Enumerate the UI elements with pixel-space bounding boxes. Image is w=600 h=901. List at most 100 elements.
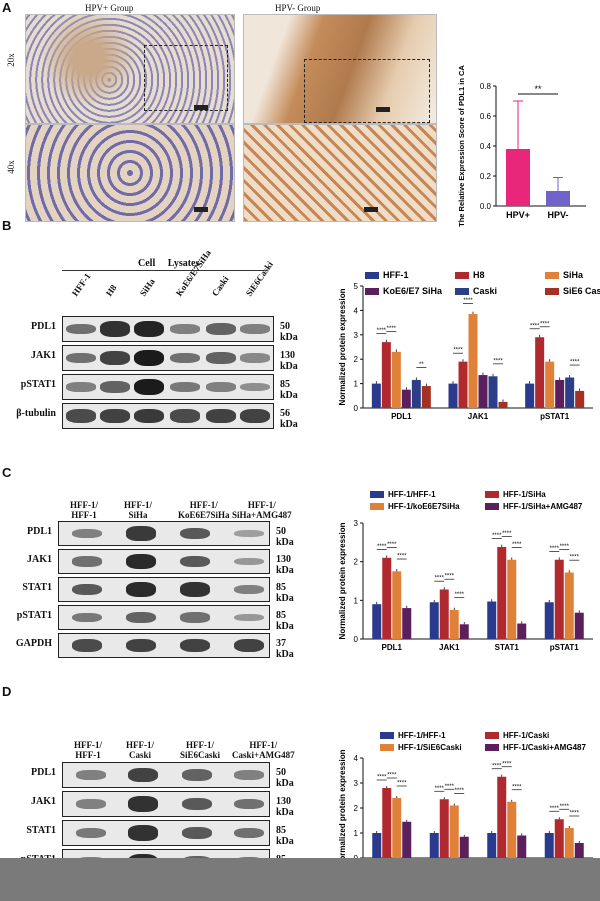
bar-JAK1-1 [439, 589, 449, 639]
bar-pSTAT1-4 [565, 377, 575, 408]
blot-band [72, 528, 102, 539]
x-tick-label: STAT1 [495, 643, 520, 652]
significance-label: **** [512, 784, 522, 790]
significance-label: **** [570, 360, 580, 366]
bar-JAK1-2 [449, 610, 459, 639]
x-tick-label: pSTAT1 [550, 643, 580, 652]
scale-bar [194, 207, 208, 212]
y-tick-label: 5 [354, 282, 359, 291]
blot-band [182, 769, 212, 781]
legend-label: SiE6 Caski [563, 286, 600, 296]
bar-JAK1-2 [449, 805, 459, 858]
bar-STAT1-0 [487, 833, 497, 858]
y-tick-label: 2 [354, 558, 359, 567]
bar-pSTAT1-0 [544, 833, 554, 858]
cell-lysates-title: Cell Lysates [138, 258, 200, 269]
lane-label: HFF-1/ SiE6Caski [180, 740, 221, 760]
blot-band [100, 408, 130, 424]
y-tick-label: 0 [354, 404, 359, 413]
significance-label: **** [455, 788, 465, 794]
panel-letter-c: C [2, 465, 12, 480]
blot-band [180, 582, 210, 597]
blot-band [206, 408, 236, 424]
lane-label: HFF-1/ SiHa [124, 500, 152, 520]
blot-kda-label: 130 kDa [276, 796, 294, 818]
blot-band [76, 799, 106, 809]
micrograph-hpv-neg-20x [243, 14, 437, 124]
legend-label: KoE6/E7 SiHa [383, 286, 443, 296]
micrograph-hpv-neg-40x [243, 124, 437, 222]
blot-band [126, 611, 156, 624]
blot-band [240, 408, 270, 424]
blot-band [234, 638, 264, 653]
y-axis-label: Normalized protein expression [338, 749, 347, 866]
blot-band [128, 825, 158, 841]
bar-JAK1-3 [478, 375, 488, 408]
chart-pdl1-score: 0.0 0.2 0.4 0.6 0.8 The Relative Expression S… [457, 65, 586, 227]
blot-band [126, 526, 156, 541]
legend-swatch [545, 272, 559, 279]
blot-band [170, 352, 200, 364]
bar-pSTAT1-1 [535, 337, 545, 408]
blot-kda-label: 37 kDa [276, 637, 294, 660]
significance-label: **** [550, 546, 560, 552]
y-tick-label: 0.8 [480, 82, 492, 91]
y-tick-label: 4 [354, 306, 359, 315]
y-axis-label: The Relative Expression Score of PDL1 in… [457, 65, 466, 227]
panel-letter-b: B [2, 218, 12, 233]
y-tick-label: 3 [354, 331, 359, 340]
blot-strip [62, 820, 270, 846]
blot-band [206, 352, 236, 364]
bar-pSTAT1-5 [575, 390, 585, 408]
bar-pSTAT1-1 [554, 559, 564, 639]
legend-label: HFF-1/HFF-1 [398, 731, 446, 740]
blot-band [100, 321, 130, 337]
lane-label: H8 [103, 282, 119, 298]
blot-band [66, 323, 96, 335]
legend-label: HFF-1/SiE6Caski [398, 743, 462, 752]
blot-kda-label: 50 kDa [276, 525, 294, 548]
y-tick-label: 0 [354, 635, 359, 644]
bar-PDL1-1 [382, 557, 392, 639]
bar-JAK1-2 [468, 314, 478, 408]
blot-strip [58, 605, 270, 630]
blot-row-label: PDL1 [31, 321, 56, 332]
blot-row-label: pSTAT1 [20, 379, 56, 390]
significance-label: **** [560, 804, 570, 810]
panel-letter-d: D [2, 684, 12, 699]
lysates-line [62, 270, 264, 271]
legend-swatch [455, 288, 469, 295]
bar-JAK1-4 [488, 376, 498, 408]
blot-band [76, 827, 106, 839]
bar-pSTAT1-3 [555, 379, 565, 408]
bar-pSTAT1-0 [525, 383, 535, 408]
blot-row-label: pSTAT1 [16, 609, 52, 621]
significance-label: **** [377, 544, 387, 550]
bar-PDL1-1 [381, 342, 391, 408]
blot-kda-label: 85 kDa [280, 379, 298, 401]
bar-pSTAT1-2 [564, 828, 574, 858]
blot-row-label: PDL1 [31, 767, 56, 778]
significance-label: **** [540, 321, 550, 327]
significance-label: **** [502, 531, 512, 537]
significance-label: ** [419, 362, 424, 368]
significance-label: **** [377, 775, 387, 781]
bar-STAT1-1 [497, 776, 507, 858]
blot-band [240, 324, 270, 334]
significance-label: **** [377, 328, 387, 334]
bar-PDL1-2 [391, 351, 401, 408]
blot-kda-label: 85 kDa [276, 609, 294, 632]
blot-band [134, 408, 164, 424]
bar-PDL1-3 [402, 608, 412, 639]
blot-row-label: JAK1 [31, 350, 56, 361]
x-tick-label: PDL1 [391, 412, 412, 421]
bar-PDL1-2 [392, 798, 402, 858]
zoom-box [144, 45, 228, 111]
y-tick-label: 3 [354, 519, 359, 528]
blot-row-label: STAT1 [22, 581, 52, 593]
bar-PDL1-3 [402, 821, 412, 858]
legend-label: HFF-1/SiHa [503, 490, 546, 499]
bar-JAK1-1 [458, 361, 468, 408]
blot-row-label: PDL1 [27, 525, 52, 537]
x-tick-label: pSTAT1 [540, 412, 570, 421]
